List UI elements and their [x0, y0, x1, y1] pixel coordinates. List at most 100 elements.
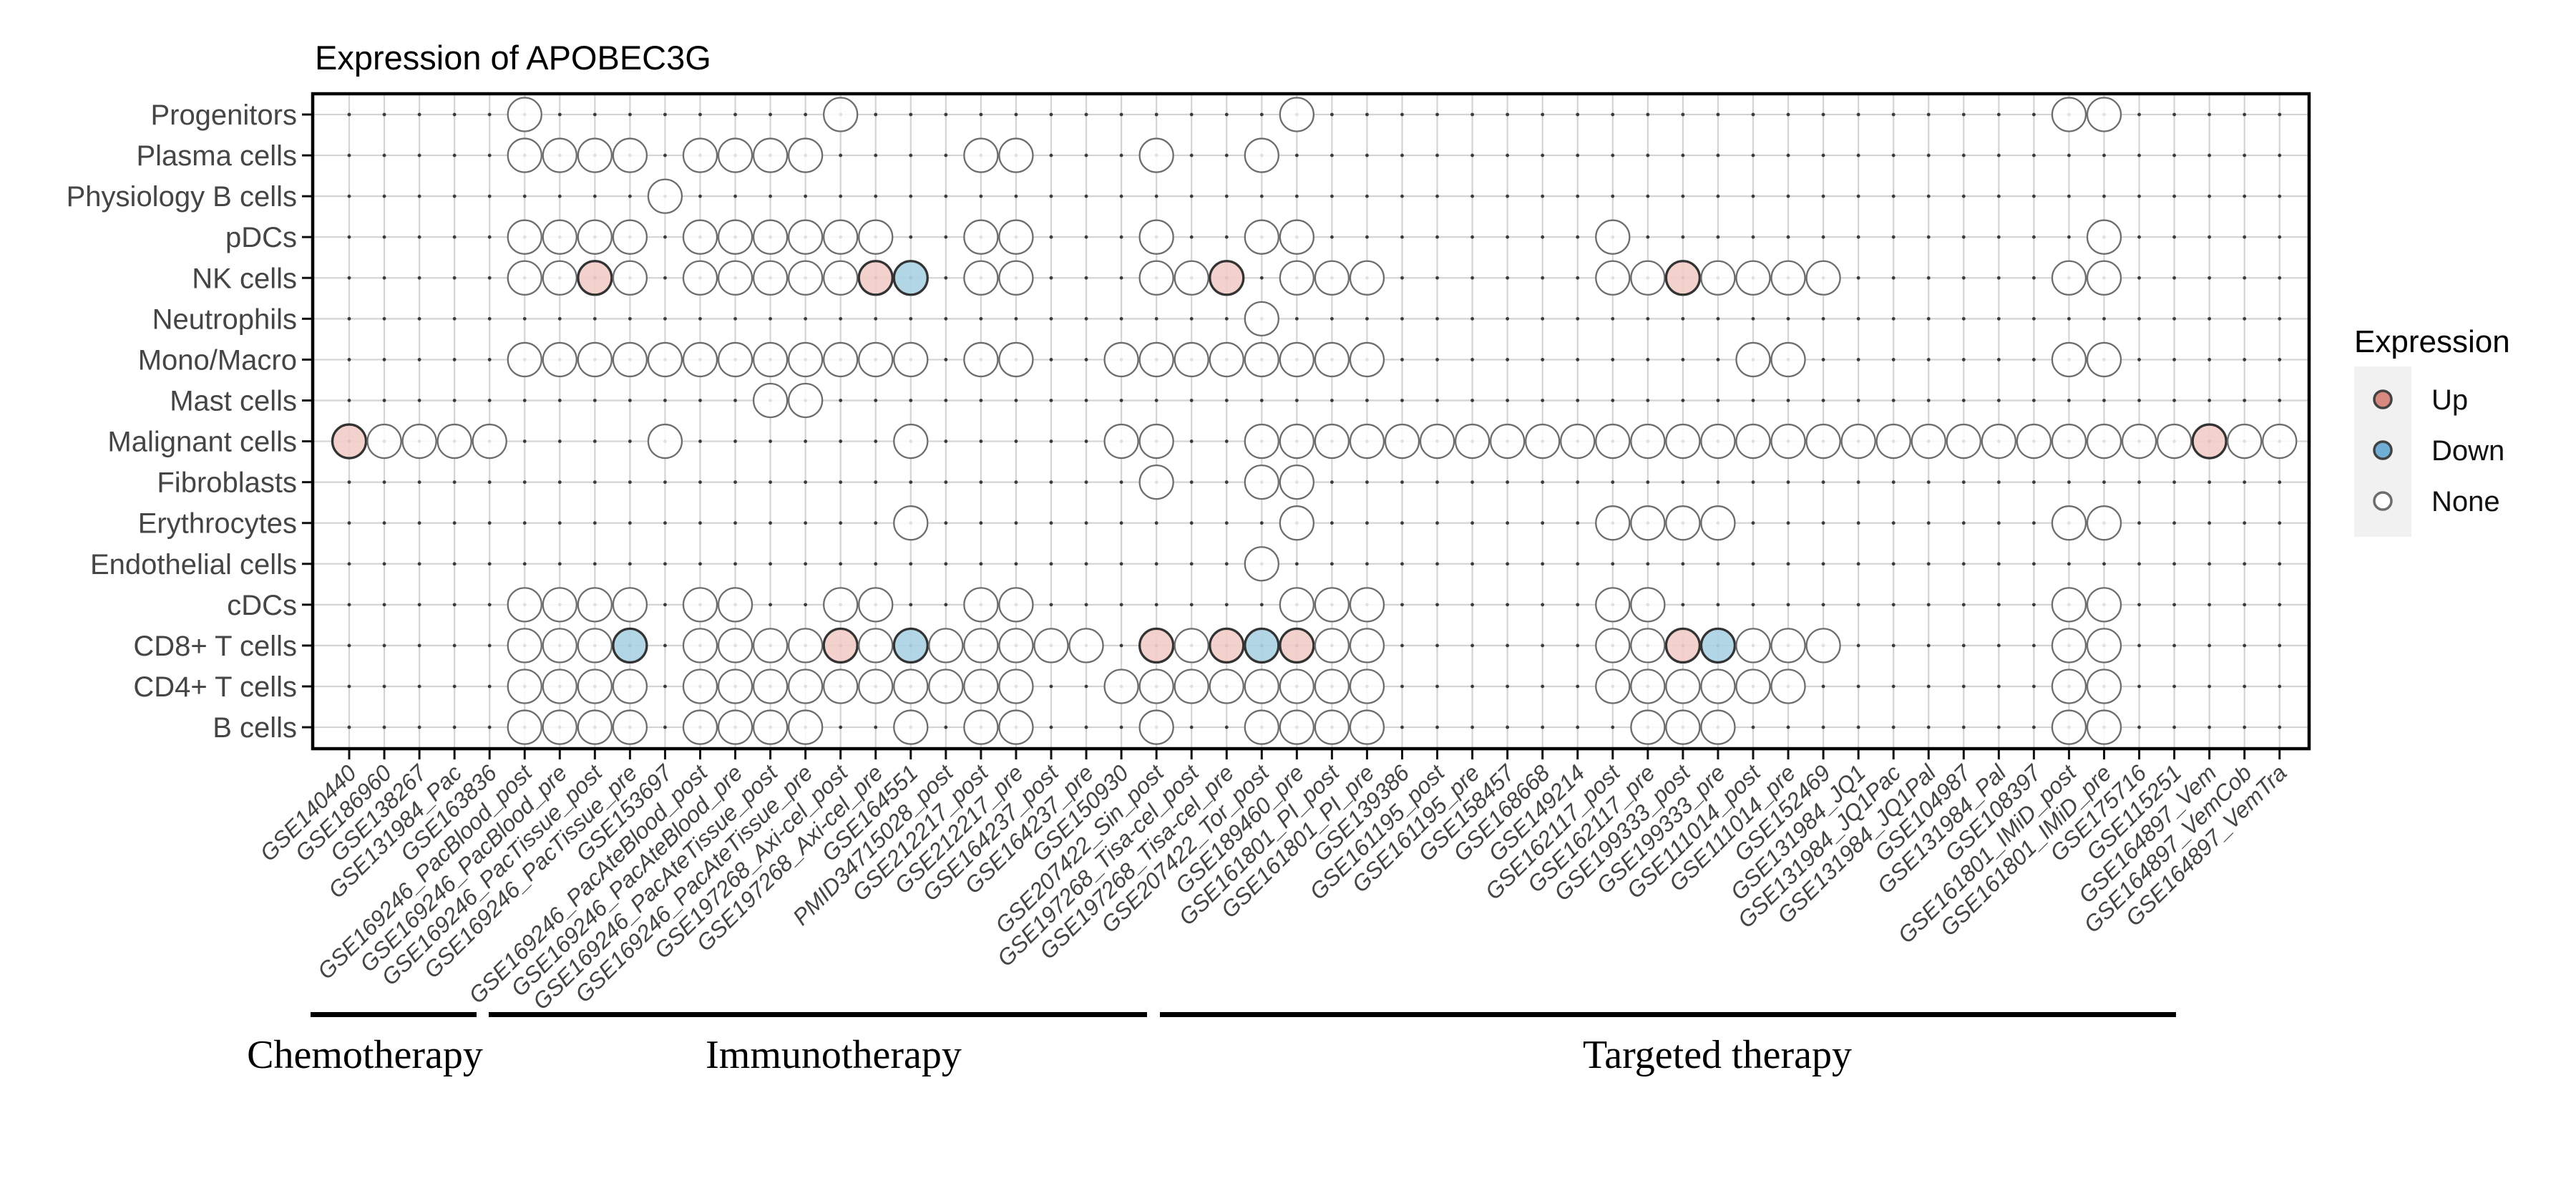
grid-point	[909, 112, 913, 117]
grid-point	[522, 316, 527, 321]
grid-point	[1084, 194, 1088, 198]
dot-none	[1244, 341, 1279, 378]
grid-point	[628, 316, 632, 321]
grid-point	[2032, 316, 2036, 321]
dot-none	[1244, 464, 1279, 500]
grid-point	[698, 521, 702, 525]
grid-point	[698, 194, 702, 198]
dot-none	[752, 341, 789, 378]
grid-point	[382, 358, 386, 361]
grid-point	[1435, 603, 1439, 607]
grid-point	[733, 194, 737, 198]
dot-none	[893, 423, 929, 460]
grid-point	[1716, 603, 1720, 607]
grid-point	[628, 480, 632, 485]
grid-point	[1119, 399, 1123, 402]
dot-none	[963, 260, 999, 296]
dot-none	[612, 137, 648, 173]
grid-point	[592, 112, 597, 117]
grid-point	[1576, 153, 1580, 157]
grid-point	[1189, 399, 1194, 402]
grid-point	[1926, 480, 1931, 485]
dot-none	[1138, 260, 1174, 296]
grid-point	[1996, 725, 2001, 729]
grid-point	[452, 521, 457, 525]
grid-point	[1541, 112, 1545, 117]
chart-title: Expression of APOBEC3G	[315, 39, 711, 77]
grid-point	[1576, 235, 1580, 239]
dot-none	[647, 341, 683, 378]
dot-none	[1279, 341, 1314, 378]
grid-point	[2172, 399, 2177, 402]
grid-point	[2067, 316, 2071, 321]
grid-point	[839, 316, 843, 321]
grid-point	[417, 725, 421, 729]
group-label-chemotherapy: Chemotherapy	[247, 1033, 483, 1077]
grid-point	[2102, 153, 2106, 157]
dot-none	[1805, 423, 1841, 460]
dot-none	[612, 709, 648, 745]
dot-none	[1560, 423, 1596, 460]
grid-point	[769, 521, 772, 525]
grid-point	[1294, 316, 1299, 321]
grid-point	[1294, 153, 1299, 157]
grid-point	[663, 521, 667, 525]
grid-point	[2278, 562, 2282, 566]
group-bar-targeted-therapy	[1160, 1012, 2176, 1017]
grid-point	[347, 316, 351, 321]
grid-point	[1611, 153, 1615, 157]
y-axis-label: Physiology B cells	[67, 181, 297, 213]
grid-point	[1821, 521, 1825, 525]
y-axis-label: pDCs	[225, 222, 297, 253]
dot-none	[788, 669, 824, 704]
grid-point	[1751, 480, 1755, 485]
grid-point	[452, 235, 457, 239]
grid-point	[1365, 480, 1369, 485]
grid-point	[1926, 643, 1931, 648]
grid-point	[2137, 112, 2141, 117]
grid-point	[2172, 235, 2177, 239]
grid-point	[1611, 316, 1615, 321]
grid-point	[874, 112, 878, 117]
grid-point	[979, 521, 983, 525]
grid-point	[1189, 153, 1194, 157]
grid-point	[1470, 603, 1475, 607]
grid-point	[1365, 112, 1369, 117]
grid-point	[1821, 399, 1825, 402]
dot-none	[1595, 219, 1631, 255]
dot-none	[858, 669, 894, 704]
grid-point	[487, 521, 492, 525]
grid-point	[1716, 562, 1720, 566]
grid-point	[1330, 521, 1334, 525]
grid-point	[1751, 399, 1755, 402]
grid-point	[1224, 439, 1229, 443]
dot-none	[612, 669, 648, 704]
grid-point	[1926, 521, 1931, 525]
grid-point	[2278, 316, 2282, 321]
group-bar-immunotherapy	[489, 1012, 1147, 1017]
dot-none	[1244, 669, 1279, 704]
grid-point	[804, 316, 808, 321]
grid-point	[1996, 112, 2001, 117]
grid-point	[1470, 194, 1475, 198]
grid-point	[628, 112, 632, 117]
grid-point	[2172, 643, 2177, 648]
grid-point	[1926, 194, 1931, 198]
grid-point	[2207, 521, 2212, 525]
grid-point	[979, 399, 983, 402]
grid-point	[1506, 725, 1510, 729]
group-label-immunotherapy: Immunotherapy	[706, 1033, 962, 1077]
group-label-targeted-therapy: Targeted therapy	[1583, 1033, 1852, 1077]
grid-point	[839, 439, 843, 443]
dot-none	[507, 137, 542, 173]
grid-point	[452, 194, 457, 198]
grid-point	[1611, 480, 1615, 485]
grid-point	[1049, 112, 1053, 117]
grid-point	[1049, 684, 1053, 689]
grid-point	[1506, 316, 1510, 321]
grid-point	[2172, 153, 2177, 157]
legend-up-dot-icon	[2373, 389, 2393, 409]
dot-none	[682, 137, 718, 173]
grid-point	[1891, 603, 1896, 607]
dot-up	[1664, 260, 1702, 296]
